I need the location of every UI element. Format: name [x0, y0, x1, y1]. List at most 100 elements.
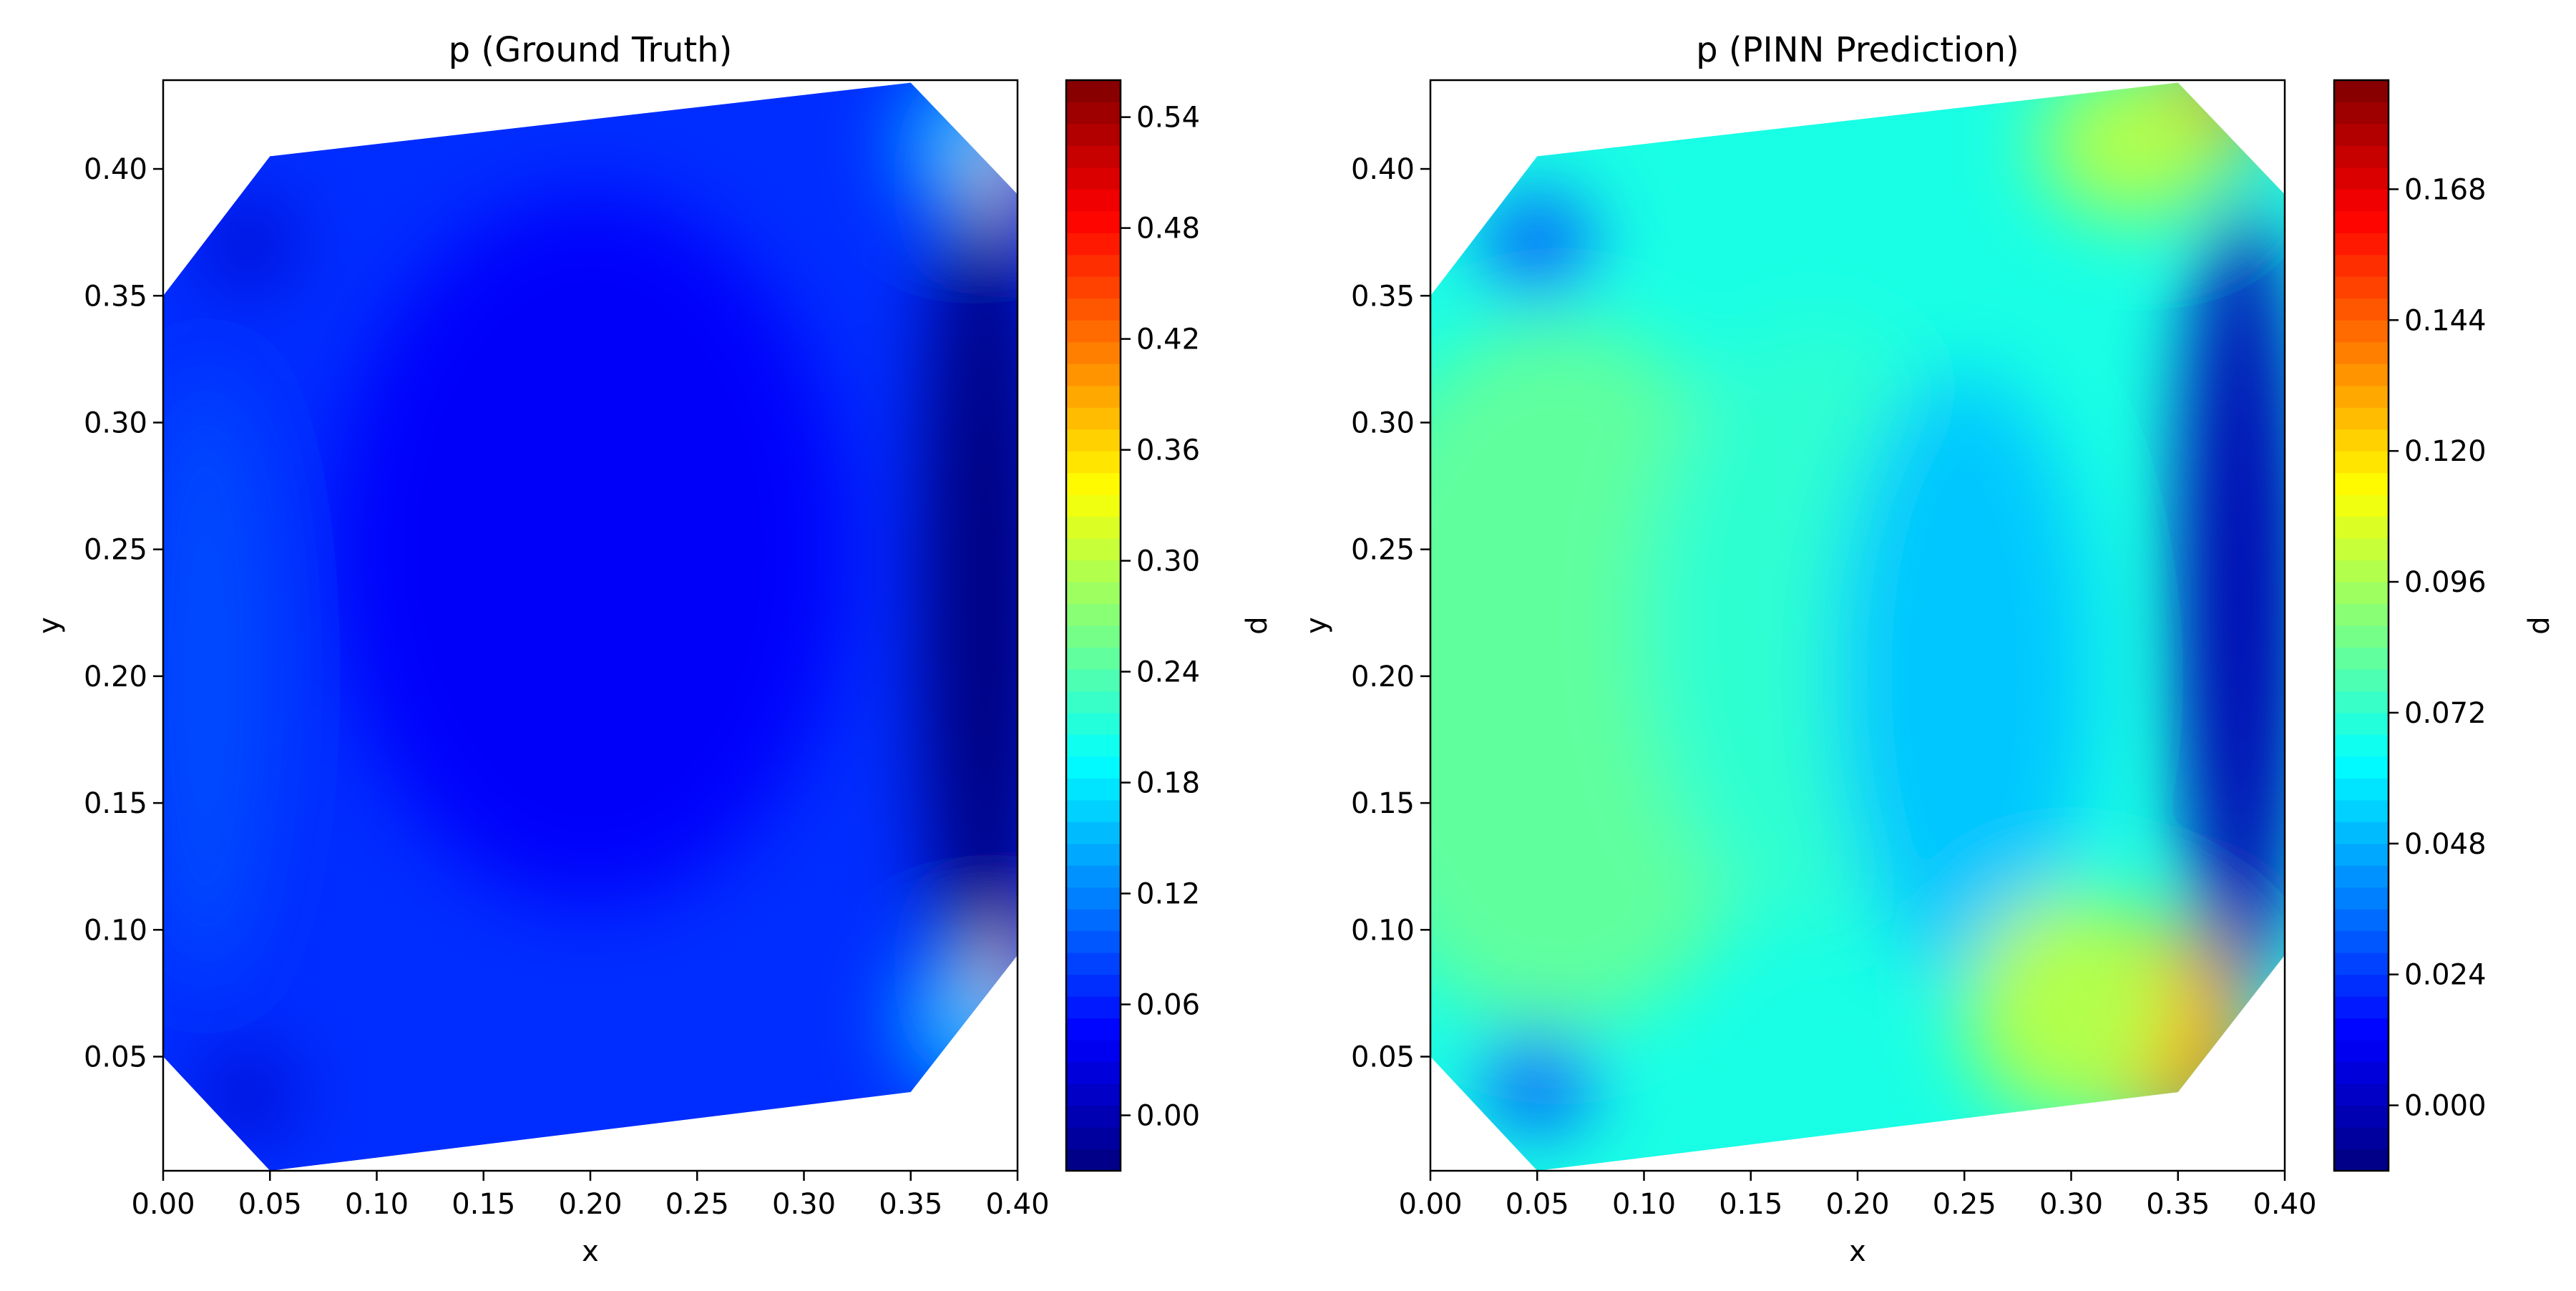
colorbar-tick-label: 0.12 — [1136, 878, 1200, 911]
colorbar-tick-label: 0.024 — [2404, 959, 2487, 992]
colorbar-band — [1066, 472, 1121, 495]
x-tick-label: 0.10 — [345, 1188, 409, 1221]
x-tick-label: 0.30 — [2039, 1188, 2103, 1221]
colorbar-band — [1066, 865, 1121, 888]
x-tick-label: 0.15 — [1719, 1188, 1782, 1221]
colorbar-tick-label: 0.000 — [2404, 1090, 2487, 1123]
y-tick-label: 0.40 — [1351, 153, 1415, 186]
x-tick-label: 0.00 — [131, 1188, 195, 1221]
colorbar-band — [1066, 799, 1121, 822]
colorbar-band — [1066, 1083, 1121, 1106]
colorbar-band — [1066, 582, 1121, 605]
field-gradient — [1430, 82, 2285, 1133]
colorbar-band — [2334, 167, 2389, 190]
colorbar-tick-label: 0.048 — [2404, 828, 2487, 861]
colorbar-band — [2334, 887, 2389, 910]
colorbar-band — [2334, 233, 2389, 255]
x-tick-label: 0.30 — [772, 1188, 836, 1221]
y-tick-label: 0.10 — [84, 914, 147, 947]
y-axis-label: y — [1300, 617, 1333, 634]
colorbar-band — [2334, 407, 2389, 430]
colorbar-band — [1066, 385, 1121, 408]
colorbar-band — [1066, 1127, 1121, 1150]
pinn-prediction-panel: p (PINN Prediction) 0.00 0.05 0.10 0.15 0.20… — [1300, 30, 2559, 1268]
colorbar-band — [2334, 996, 2389, 1019]
colorbar-band — [1066, 189, 1121, 212]
x-axis-label: x — [1849, 1235, 1866, 1268]
x-tick-label: 0.05 — [238, 1188, 302, 1221]
colorbar-band — [2334, 298, 2389, 321]
colorbar-band — [1066, 1018, 1121, 1041]
pressure-field — [163, 82, 1018, 1171]
colorbar-band — [2334, 778, 2389, 801]
colorbar-band — [2334, 865, 2389, 888]
colorbar-band — [1066, 953, 1121, 975]
field-blob — [205, 207, 292, 283]
x-axis: 0.00 0.05 0.10 0.15 0.20 0.25 0.30 0.35 0.40 — [131, 1171, 1050, 1221]
colorbar-tick-label: 0.072 — [2404, 697, 2487, 730]
x-tick-label: 0.25 — [665, 1188, 729, 1221]
field-blob — [981, 937, 1018, 998]
colorbar-band — [1066, 974, 1121, 997]
y-tick-label: 0.10 — [1351, 914, 1415, 947]
colorbar-band — [1066, 102, 1121, 125]
colorbar-band — [2334, 974, 2389, 997]
colorbar-tick-label: 0.096 — [2404, 566, 2487, 599]
colorbar-band — [1066, 560, 1121, 583]
colorbar-band — [1066, 822, 1121, 844]
colorbar-band — [1066, 429, 1121, 452]
colorbar-band — [1066, 1105, 1121, 1128]
colorbar-tick-label: 0.18 — [1136, 767, 1200, 800]
colorbar-band — [1066, 233, 1121, 255]
colorbar-ticks: 0.000 0.024 0.048 0.072 0.096 0.120 0.144 0.168 — [2389, 173, 2487, 1123]
colorbar-band — [1066, 603, 1121, 626]
y-tick-label: 0.05 — [84, 1041, 147, 1074]
colorbar-band — [1066, 407, 1121, 430]
y-tick-label: 0.15 — [84, 787, 147, 820]
colorbar-band — [2334, 276, 2389, 299]
ground-truth-panel: p (Ground Truth) 0.00 0.05 0.10 0.15 0.20 0.2… — [33, 30, 1277, 1268]
colorbar-band — [1066, 887, 1121, 910]
field-gradient — [163, 82, 1018, 1133]
colorbar-tick-label: 0.144 — [2404, 304, 2487, 337]
colorbar-tick-label: 0.42 — [1136, 323, 1200, 356]
field-blob — [1483, 194, 1591, 296]
colorbar-band — [1066, 451, 1121, 474]
x-tick-label: 0.20 — [1825, 1188, 1889, 1221]
colorbar-band — [1066, 254, 1121, 277]
colorbar-band — [1066, 516, 1121, 539]
colorbar-band — [1066, 756, 1121, 779]
y-axis: 0.05 0.10 0.15 0.20 0.25 0.30 0.35 0.40 — [84, 153, 163, 1074]
x-tick-label: 0.15 — [452, 1188, 515, 1221]
colorbar-band — [2334, 1040, 2389, 1063]
colorbar-band — [2334, 930, 2389, 953]
colorbar-tick-label: 0.54 — [1136, 102, 1200, 135]
colorbar-band — [1066, 341, 1121, 364]
x-tick-label: 0.40 — [2253, 1188, 2316, 1221]
colorbar-band — [2334, 123, 2389, 146]
colorbar-label: p — [2526, 616, 2559, 634]
colorbar-band — [2334, 953, 2389, 975]
x-tick-label: 0.10 — [1612, 1188, 1676, 1221]
colorbar-band — [2334, 625, 2389, 648]
y-tick-label: 0.15 — [1351, 787, 1415, 820]
field-blob — [1483, 1031, 1591, 1133]
colorbar-tick-label: 0.06 — [1136, 989, 1200, 1022]
colorbar-tick-label: 0.00 — [1136, 1100, 1200, 1133]
colorbar-tick-label: 0.30 — [1136, 545, 1200, 578]
colorbar-band — [1066, 778, 1121, 801]
colorbar-band — [2334, 843, 2389, 866]
colorbar-band — [1066, 123, 1121, 146]
colorbar-band — [2334, 799, 2389, 822]
field-blob — [981, 151, 1018, 213]
colorbar-band — [1066, 320, 1121, 343]
x-axis-label: x — [582, 1235, 599, 1268]
colorbar: 0.00 0.06 0.12 0.18 0.24 0.30 0.36 0.42 0.48 0.54… — [1065, 79, 1277, 1172]
colorbar-band — [1066, 298, 1121, 321]
x-tick-label: 0.40 — [985, 1188, 1049, 1221]
field-blob — [163, 371, 270, 981]
colorbar-band — [2334, 472, 2389, 495]
colorbar-band — [2334, 210, 2389, 233]
field-blob — [1964, 892, 2178, 1121]
